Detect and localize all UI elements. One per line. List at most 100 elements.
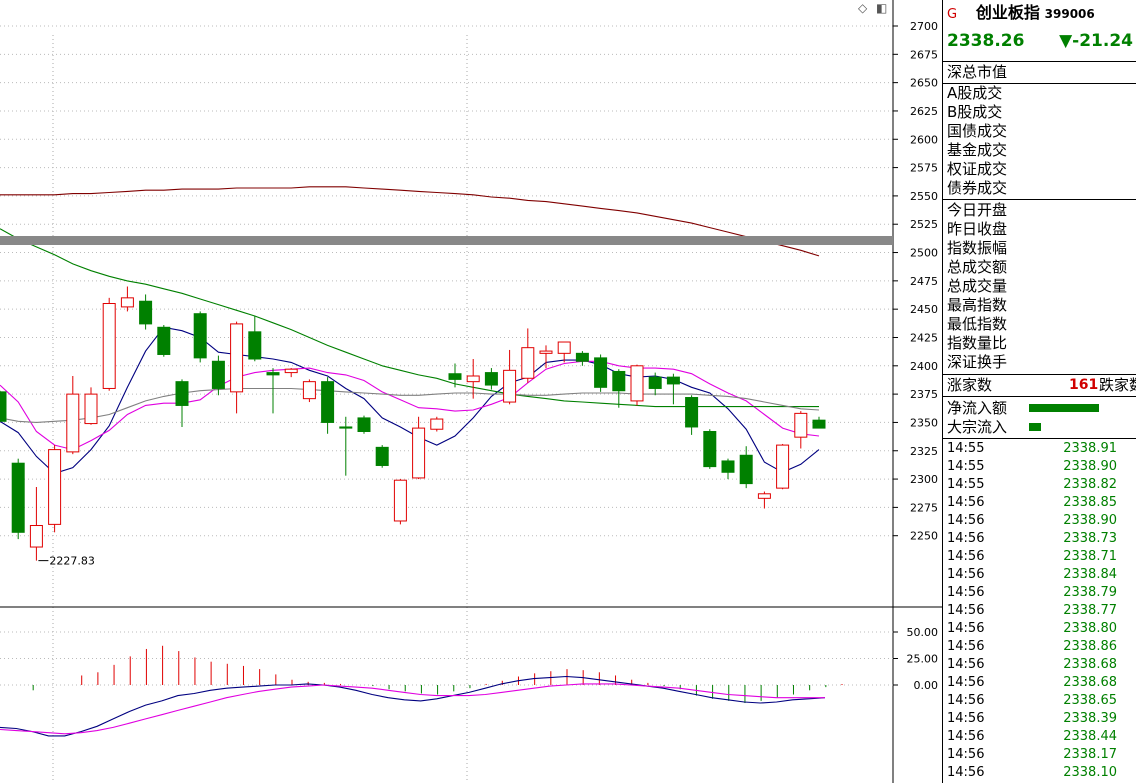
candle[interactable]	[557, 341, 571, 363]
tick-time: 14:56	[947, 693, 985, 708]
candle[interactable]	[230, 321, 244, 414]
tick-row: 14:56 2338.71	[943, 549, 1136, 567]
candle[interactable]	[685, 395, 699, 435]
candle[interactable]	[193, 311, 207, 363]
candle[interactable]	[575, 351, 589, 366]
y-tick-label: 2700	[910, 20, 938, 33]
candle-body	[412, 427, 426, 479]
ma-line-ma_short	[0, 326, 820, 475]
candle[interactable]	[248, 315, 262, 362]
candle[interactable]	[175, 379, 189, 427]
candle-body	[630, 365, 644, 402]
candle[interactable]	[612, 369, 626, 408]
chart-area[interactable]: 2700 2675 2650 2625 2600 2575 2550 2525 2500 2475…	[0, 0, 942, 783]
candle-body	[648, 376, 662, 389]
y-tick-label: 2650	[910, 77, 938, 90]
rise-label: 涨家数	[947, 376, 993, 394]
tick-price: 2338.10	[1063, 765, 1117, 780]
candle[interactable]	[157, 325, 171, 357]
candle-body	[776, 444, 790, 489]
candle[interactable]	[120, 286, 134, 312]
candle[interactable]	[757, 491, 771, 509]
candle-body	[685, 397, 699, 428]
candle[interactable]	[29, 486, 43, 561]
candle-body	[29, 525, 43, 548]
candle[interactable]	[648, 372, 662, 396]
candle[interactable]	[393, 479, 407, 525]
diamond-icon[interactable]: ◇	[858, 1, 868, 15]
candle[interactable]	[666, 373, 680, 405]
tick-row: 14:56 2338.68	[943, 657, 1136, 675]
candle[interactable]	[84, 387, 98, 425]
candle[interactable]	[630, 364, 644, 406]
tick-row: 14:56 2338.86	[943, 639, 1136, 657]
candle[interactable]	[721, 458, 735, 480]
tick-row: 14:56 2338.79	[943, 585, 1136, 603]
candle[interactable]	[11, 458, 25, 540]
price-row: 2338.26 ▼-21.24	[947, 32, 1133, 51]
candle-body	[393, 479, 407, 522]
tick-price: 2338.77	[1063, 603, 1117, 618]
candle[interactable]	[66, 375, 80, 455]
candle[interactable]	[284, 368, 298, 378]
tick-time: 14:56	[947, 747, 985, 762]
tick-price: 2338.82	[1063, 477, 1117, 492]
tick-time: 14:56	[947, 621, 985, 636]
candle[interactable]	[430, 416, 444, 432]
candle[interactable]	[139, 294, 153, 330]
candle[interactable]	[339, 416, 353, 476]
candle-body	[175, 381, 189, 406]
candle[interactable]	[503, 349, 517, 405]
candle[interactable]	[539, 345, 553, 369]
candle[interactable]	[321, 377, 335, 434]
tick-time: 14:56	[947, 513, 985, 528]
trade-label: 权证成交	[947, 160, 1008, 178]
candlestick-chart[interactable]: 2700 2675 2650 2625 2600 2575 2550 2525 2500 2475…	[0, 0, 942, 783]
candle-body	[612, 370, 626, 392]
divider	[943, 396, 1136, 397]
candle[interactable]	[448, 363, 462, 388]
candle[interactable]	[211, 355, 225, 396]
tick-row: 14:56 2338.73	[943, 531, 1136, 549]
candle[interactable]	[776, 443, 790, 490]
macd-tick-label: 0.00	[914, 679, 939, 692]
candle[interactable]	[484, 368, 498, 390]
candle[interactable]	[266, 368, 280, 414]
macd-tick-label: 25.00	[907, 653, 939, 666]
block-inflow-bar	[1029, 423, 1041, 431]
tick-price: 2338.73	[1063, 531, 1117, 546]
tick-price: 2338.91	[1063, 441, 1117, 456]
candle-body	[375, 446, 389, 466]
index-stat-label: 昨日收盘	[947, 220, 1008, 238]
candle[interactable]	[375, 445, 389, 468]
macd-dea-line	[0, 683, 825, 735]
candle-body	[703, 430, 717, 468]
y-tick-label: 2325	[910, 445, 938, 458]
panel-toggle-icon[interactable]: ◧	[876, 1, 888, 15]
candle[interactable]	[703, 429, 717, 469]
candle[interactable]	[812, 416, 826, 429]
header-row: G 创业板指 399006	[947, 3, 1136, 25]
index-stat-label: 总成交额	[947, 258, 1008, 276]
candle[interactable]	[794, 411, 808, 449]
candle[interactable]	[102, 297, 116, 391]
candle[interactable]	[357, 415, 371, 434]
divider	[943, 199, 1136, 200]
tick-price: 2338.68	[1063, 675, 1117, 690]
candle[interactable]	[302, 379, 316, 403]
candle[interactable]	[521, 328, 535, 383]
candle[interactable]	[466, 359, 480, 399]
candle[interactable]	[0, 390, 7, 422]
candle[interactable]	[594, 354, 608, 392]
index-name: 创业板指	[975, 3, 1040, 22]
candle-body	[812, 419, 826, 429]
candle-body	[757, 493, 771, 499]
candle[interactable]	[48, 445, 62, 533]
candle[interactable]	[412, 416, 426, 480]
tick-row: 14:56 2338.68	[943, 675, 1136, 693]
index-stat-label: 最低指数	[947, 315, 1008, 333]
candle-body	[539, 350, 553, 354]
candle-body	[211, 360, 225, 389]
net-inflow-row: 净流入额	[947, 399, 1136, 418]
candle[interactable]	[739, 446, 753, 489]
